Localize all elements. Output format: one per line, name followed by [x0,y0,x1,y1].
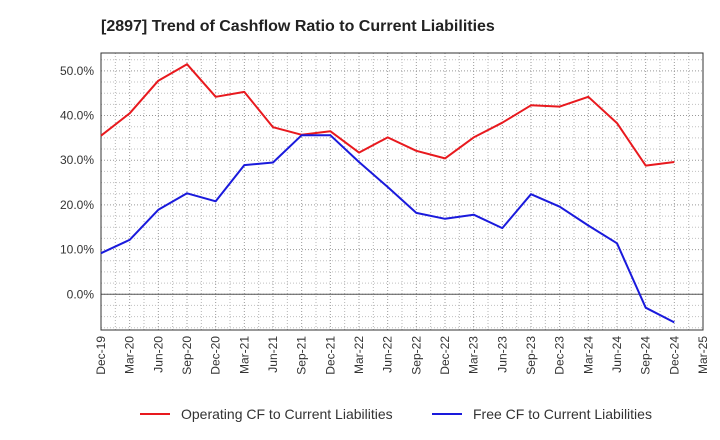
x-tick-label: Sep-20 [180,336,194,375]
x-tick-label: Jun-20 [151,336,165,373]
x-tick-label: Sep-23 [524,336,538,375]
y-tick-label: 50.0% [60,64,94,78]
x-tick-label: Jun-22 [381,336,395,373]
legend-label: Operating CF to Current Liabilities [181,406,393,422]
y-tick-label: 20.0% [60,198,94,212]
x-tick-label: Dec-23 [553,336,567,375]
x-tick-label: Mar-20 [123,336,137,374]
x-tick-label: Sep-22 [409,336,423,375]
x-tick-label: Mar-21 [237,336,251,374]
x-tick-label: Sep-24 [639,336,653,375]
x-tick-label: Dec-20 [209,336,223,375]
y-tick-label: 0.0% [67,287,95,301]
x-tick-label: Mar-23 [467,336,481,374]
chart-title: [2897] Trend of Cashflow Ratio to Curren… [101,18,495,35]
x-tick-label: Jun-24 [610,336,624,373]
legend: Operating CF to Current Liabilities Free … [140,406,652,422]
plot-area: 0.0% 10.0% 20.0% 30.0% 40.0% 50.0% Dec-19 Mar-2… [60,52,710,375]
x-tick-label: Dec-19 [94,336,108,375]
x-tick-label: Jun-23 [495,336,509,373]
x-tick-label: Mar-25 [696,336,710,374]
legend-label: Free CF to Current Liabilities [473,406,652,422]
x-tick-label: Dec-22 [438,336,452,375]
plot-border [100,52,704,331]
y-tick-label: 10.0% [60,243,94,257]
x-tick-label: Sep-21 [295,336,309,375]
x-tick-label: Jun-21 [266,336,280,373]
x-tick-label: Dec-21 [323,336,337,375]
y-tick-label: 30.0% [60,153,94,167]
x-tick-label: Mar-22 [352,336,366,374]
y-tick-label: 40.0% [60,109,94,123]
x-tick-label: Dec-24 [667,336,681,375]
x-tick-label: Mar-24 [581,336,595,374]
series-line-free-cf [100,134,675,324]
series-line-operating-cf [100,63,675,167]
